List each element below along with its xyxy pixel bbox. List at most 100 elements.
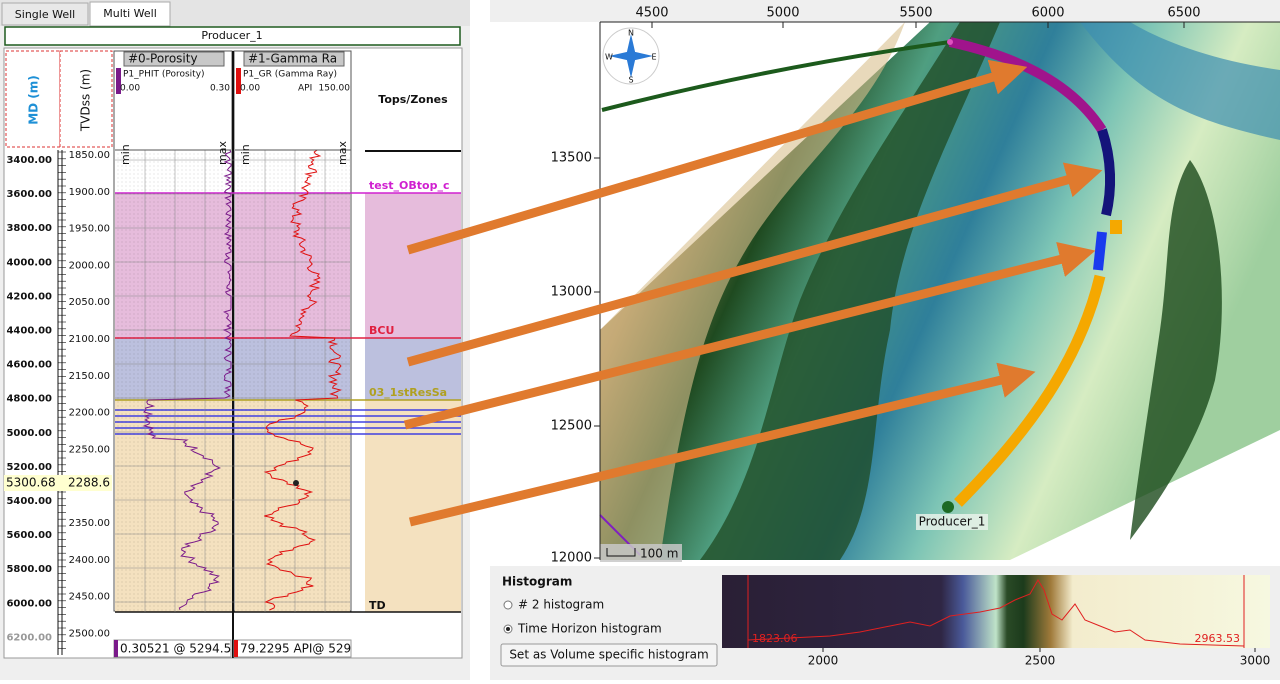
top-label: test_OBtop_c [369, 179, 449, 192]
compass-w: W [605, 53, 613, 62]
md-tick-label: 3600.00 [6, 189, 52, 200]
track-title-box [243, 51, 345, 67]
cursor-tvd: 2288.6 [68, 476, 110, 490]
histogram-min: 1823.06 [752, 632, 798, 645]
channel [700, 22, 1000, 560]
curve-max: 150.00 [319, 84, 351, 94]
histogram-title: Histogram [502, 575, 572, 589]
tvd-tick-label: 2150.00 [69, 371, 110, 382]
well-name: Producer_1 [201, 29, 262, 42]
tvd-tick-label: 2050.00 [69, 297, 110, 308]
hatch [115, 150, 350, 612]
arrow [406, 59, 1028, 255]
top-label: BCU [369, 324, 394, 337]
channel [1080, 22, 1280, 140]
readout: 79.2295 API@ 529 [240, 642, 351, 656]
histogram-colorbar [722, 575, 1270, 648]
tvd-tick-label: 2250.00 [69, 444, 110, 455]
log-bodies: #0-Porosity P1_PHIT (Porosity) 0.00 0.30 min… [4, 51, 461, 658]
readout-swatch [114, 640, 118, 657]
md-tick-label: 4200.00 [6, 291, 52, 302]
md-tick-label: 5600.00 [6, 530, 52, 541]
md-tick-label: 5400.00 [6, 496, 52, 507]
y-tick-label: 13000 [551, 285, 592, 300]
button[interactable] [500, 643, 718, 667]
y-tick-label: 12000 [551, 551, 592, 566]
curve-min: 0.00 [120, 84, 140, 94]
md-header-box [5, 50, 61, 148]
compass-rose [609, 34, 653, 78]
md-tick-label: 6200.00 [6, 632, 52, 643]
histogram-max: 2963.53 [1195, 632, 1241, 645]
well-path [601, 40, 951, 112]
tvd-tick-label: 2000.00 [69, 260, 110, 271]
tvd-tick-label: 2200.00 [69, 408, 110, 419]
arrow [406, 162, 1103, 367]
map-axes: 4500 5000 5500 6000 6500 13500 13000 12500 12000 [551, 6, 1201, 566]
histogram-curve [747, 579, 1245, 647]
surface-shade [600, 22, 905, 560]
scale-min: min [119, 144, 132, 165]
zone [365, 193, 461, 338]
track-title-box [123, 51, 225, 67]
porosity-curve [142, 149, 233, 611]
gamma-curve [263, 149, 342, 611]
md-tick-label: 5000.00 [6, 428, 52, 439]
tvd-tick-label: 2400.00 [69, 555, 110, 566]
y-tick-label: 12500 [551, 419, 592, 434]
track-title: #0-Porosity [128, 52, 198, 66]
md-tick-label: 4000.00 [6, 257, 52, 268]
zone [365, 400, 461, 612]
curve-min: 0.00 [240, 84, 260, 94]
well-head [942, 501, 954, 513]
well-label-box [916, 514, 988, 530]
scale-bar [606, 548, 636, 557]
tvd-tick-label: 1850.00 [69, 150, 110, 161]
top-label: 03_1stResSa [369, 386, 447, 399]
tab-active[interactable] [89, 1, 171, 27]
hist-tick-label: 2000 [808, 654, 839, 668]
md-tick-label: 4400.00 [6, 326, 52, 337]
curve-swatch [116, 68, 121, 94]
x-tick-label: 5000 [766, 6, 799, 21]
track-title: #1-Gamma Ra [248, 52, 337, 66]
well-zone [1110, 220, 1122, 234]
scale-bar-box [600, 544, 682, 562]
radio-label[interactable]: Time Horizon histogram [517, 622, 662, 636]
md-tick-label: 4800.00 [6, 394, 52, 405]
tvd-tick-label: 2100.00 [69, 334, 110, 345]
cursor-md: 5300.68 [6, 476, 56, 490]
scale-min: min [239, 144, 252, 165]
radio-label[interactable]: # 2 histogram [518, 598, 604, 612]
md-tick-label: 3400.00 [6, 155, 52, 166]
curve-name: P1_GR (Gamma Ray) [243, 70, 337, 80]
curve-max: 0.30 [210, 84, 230, 94]
button-label[interactable]: Set as Volume specific histogram [509, 648, 708, 662]
well-label: Producer_1 [919, 515, 986, 529]
arrow [408, 362, 1036, 527]
well-zone [1093, 231, 1107, 271]
readout-swatch [234, 640, 238, 657]
x-tick-label: 6000 [1031, 6, 1064, 21]
tvd-header-box [59, 50, 113, 148]
tvd-header: TVDss (m) [79, 69, 93, 132]
radio-selected [506, 627, 510, 631]
arrows [403, 59, 1103, 527]
x-tick-label: 4500 [635, 6, 668, 21]
curve-name: P1_PHIT (Porosity) [123, 70, 205, 80]
tvd-tick-label: 2500.00 [69, 628, 110, 639]
compass-e: E [651, 53, 656, 62]
arrow [403, 241, 1096, 430]
x-tick-label: 6500 [1167, 6, 1200, 21]
scale-max: max [216, 141, 229, 165]
radio[interactable] [503, 600, 513, 610]
tab-label[interactable]: Multi Well [103, 7, 157, 20]
md-tick-label: 5200.00 [6, 462, 52, 473]
tab-label[interactable]: Single Well [15, 8, 75, 21]
tab[interactable] [1, 2, 89, 26]
cursor-dot [293, 480, 299, 486]
tvd-tick-label: 1900.00 [69, 187, 110, 198]
x-tick-label: 5500 [899, 6, 932, 21]
